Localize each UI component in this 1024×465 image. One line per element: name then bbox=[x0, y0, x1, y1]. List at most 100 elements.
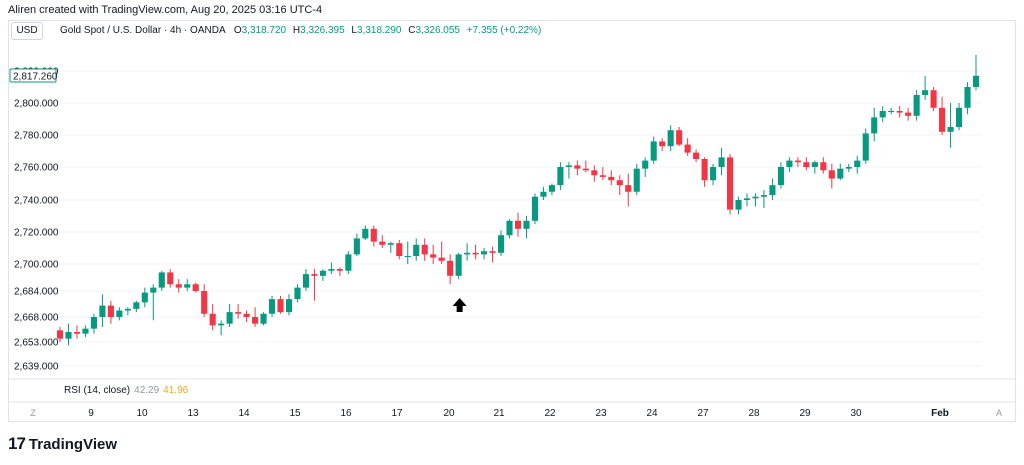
candle-body bbox=[506, 220, 513, 236]
candle-body bbox=[710, 167, 717, 181]
candle-body bbox=[540, 191, 547, 197]
x-tick-label: Feb bbox=[931, 408, 949, 419]
candle-body bbox=[743, 198, 751, 200]
open-label: O bbox=[233, 25, 242, 36]
candle-body bbox=[243, 313, 250, 317]
candle-body bbox=[922, 90, 929, 95]
candle-body bbox=[124, 308, 131, 311]
candle-body bbox=[523, 220, 530, 229]
candle-body bbox=[226, 312, 233, 324]
candle-body bbox=[625, 185, 632, 192]
candle-body bbox=[294, 287, 301, 300]
price-tag-box bbox=[9, 68, 57, 83]
candle-body bbox=[820, 162, 827, 171]
x-tick-label: 23 bbox=[595, 408, 607, 419]
candle-body bbox=[90, 317, 97, 329]
candle-body bbox=[184, 284, 191, 288]
candle-body bbox=[854, 160, 861, 167]
x-tick-label: 21 bbox=[493, 408, 505, 419]
candle-body bbox=[345, 254, 352, 271]
candle-body bbox=[413, 244, 420, 256]
candle-body bbox=[947, 127, 954, 132]
candle-body bbox=[336, 269, 343, 271]
candle-body bbox=[693, 152, 700, 159]
x-tick-label: 9 bbox=[88, 408, 94, 419]
candle-body bbox=[964, 87, 971, 108]
candle-body bbox=[235, 312, 242, 314]
y-tick-label: 2,740.000 bbox=[14, 196, 59, 207]
rsi-legend[interactable]: RSI (14, close) 42.29 41.96 bbox=[64, 385, 188, 396]
auto-scale-button: A bbox=[996, 408, 1002, 418]
candle-body bbox=[616, 180, 623, 186]
currency-button[interactable]: USD bbox=[11, 22, 43, 40]
candle-body bbox=[167, 272, 174, 285]
candle-body bbox=[659, 141, 666, 147]
close-label: C bbox=[408, 25, 416, 36]
candle-body bbox=[811, 162, 818, 167]
candle-body bbox=[175, 284, 182, 288]
candle-body bbox=[888, 111, 895, 112]
tradingview-mark-icon: 17 bbox=[8, 434, 26, 453]
x-tick-label: 28 bbox=[748, 408, 760, 419]
annotation-layer bbox=[452, 298, 467, 312]
close-value: 3,326.055 bbox=[415, 25, 461, 36]
change-value: +7.355 (+0.22%) bbox=[466, 25, 542, 36]
x-tick-label: 24 bbox=[646, 408, 658, 419]
candle-body bbox=[608, 176, 615, 181]
candle-body bbox=[82, 328, 89, 334]
candle-body bbox=[735, 200, 742, 210]
candle-body bbox=[633, 168, 640, 192]
candle-body bbox=[955, 107, 963, 127]
candle-body bbox=[930, 90, 937, 108]
candle-body bbox=[777, 167, 784, 186]
candle-body bbox=[972, 75, 980, 87]
candle-body bbox=[845, 167, 852, 169]
brand-name: TradingView bbox=[28, 435, 118, 453]
candle-body bbox=[837, 168, 844, 179]
candle-body bbox=[107, 305, 114, 317]
candle-body bbox=[438, 257, 445, 261]
candle-body bbox=[760, 195, 768, 197]
candle-body bbox=[150, 287, 157, 293]
candle-body bbox=[591, 170, 598, 176]
tradingview-logo[interactable]: 17 TradingView bbox=[8, 434, 117, 454]
candle-body bbox=[752, 196, 759, 199]
candle-body bbox=[913, 95, 920, 116]
candle-body bbox=[786, 160, 793, 167]
candle-body bbox=[252, 317, 259, 324]
candle-body bbox=[319, 270, 326, 276]
candle-body bbox=[794, 160, 801, 163]
candle-body bbox=[582, 168, 589, 171]
candle-body bbox=[905, 112, 912, 116]
candle-body bbox=[803, 162, 810, 167]
zoom-button: Z bbox=[30, 408, 36, 418]
candle-body bbox=[158, 272, 165, 288]
candle-body bbox=[667, 130, 674, 147]
candle-body bbox=[464, 252, 471, 255]
candle-body bbox=[455, 254, 462, 276]
rsi-value-b: 41.96 bbox=[163, 385, 189, 396]
x-tick-label: 22 bbox=[544, 408, 556, 419]
candle-body bbox=[481, 251, 488, 255]
candle-body bbox=[268, 299, 276, 314]
x-tick-label: 17 bbox=[391, 408, 403, 419]
candle-body bbox=[353, 238, 360, 255]
candle-body bbox=[599, 175, 606, 177]
candle-body bbox=[201, 291, 208, 314]
candle-body bbox=[99, 305, 106, 317]
candle-body bbox=[362, 228, 369, 239]
symbol-name[interactable]: Gold Spot / U.S. Dollar · 4h · OANDA bbox=[60, 25, 226, 36]
candle-body bbox=[650, 141, 657, 161]
candle-body bbox=[65, 332, 72, 339]
candle-body bbox=[430, 254, 437, 258]
candle-body bbox=[302, 274, 310, 288]
x-tick-label: 13 bbox=[187, 408, 199, 419]
candle-body bbox=[218, 323, 225, 326]
y-tick-label: 2,668.000 bbox=[14, 313, 59, 324]
arrow-up-icon bbox=[452, 298, 467, 312]
candle-body bbox=[684, 144, 691, 153]
candle-body bbox=[514, 220, 522, 229]
candle-body bbox=[574, 165, 581, 169]
candle-body bbox=[260, 313, 267, 324]
